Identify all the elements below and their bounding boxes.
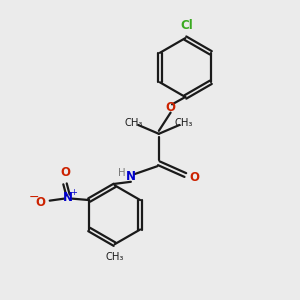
Text: H: H — [118, 168, 125, 178]
Text: O: O — [35, 196, 45, 208]
Text: O: O — [190, 172, 200, 184]
Text: O: O — [166, 101, 176, 114]
Text: +: + — [70, 188, 77, 196]
Text: N: N — [63, 190, 73, 204]
Text: CH₃: CH₃ — [124, 118, 143, 128]
Text: CH₃: CH₃ — [106, 252, 124, 262]
Text: CH₃: CH₃ — [175, 118, 193, 128]
Text: Cl: Cl — [180, 19, 193, 32]
Text: N: N — [126, 170, 136, 183]
Text: −: − — [29, 191, 40, 204]
Text: O: O — [60, 166, 70, 179]
